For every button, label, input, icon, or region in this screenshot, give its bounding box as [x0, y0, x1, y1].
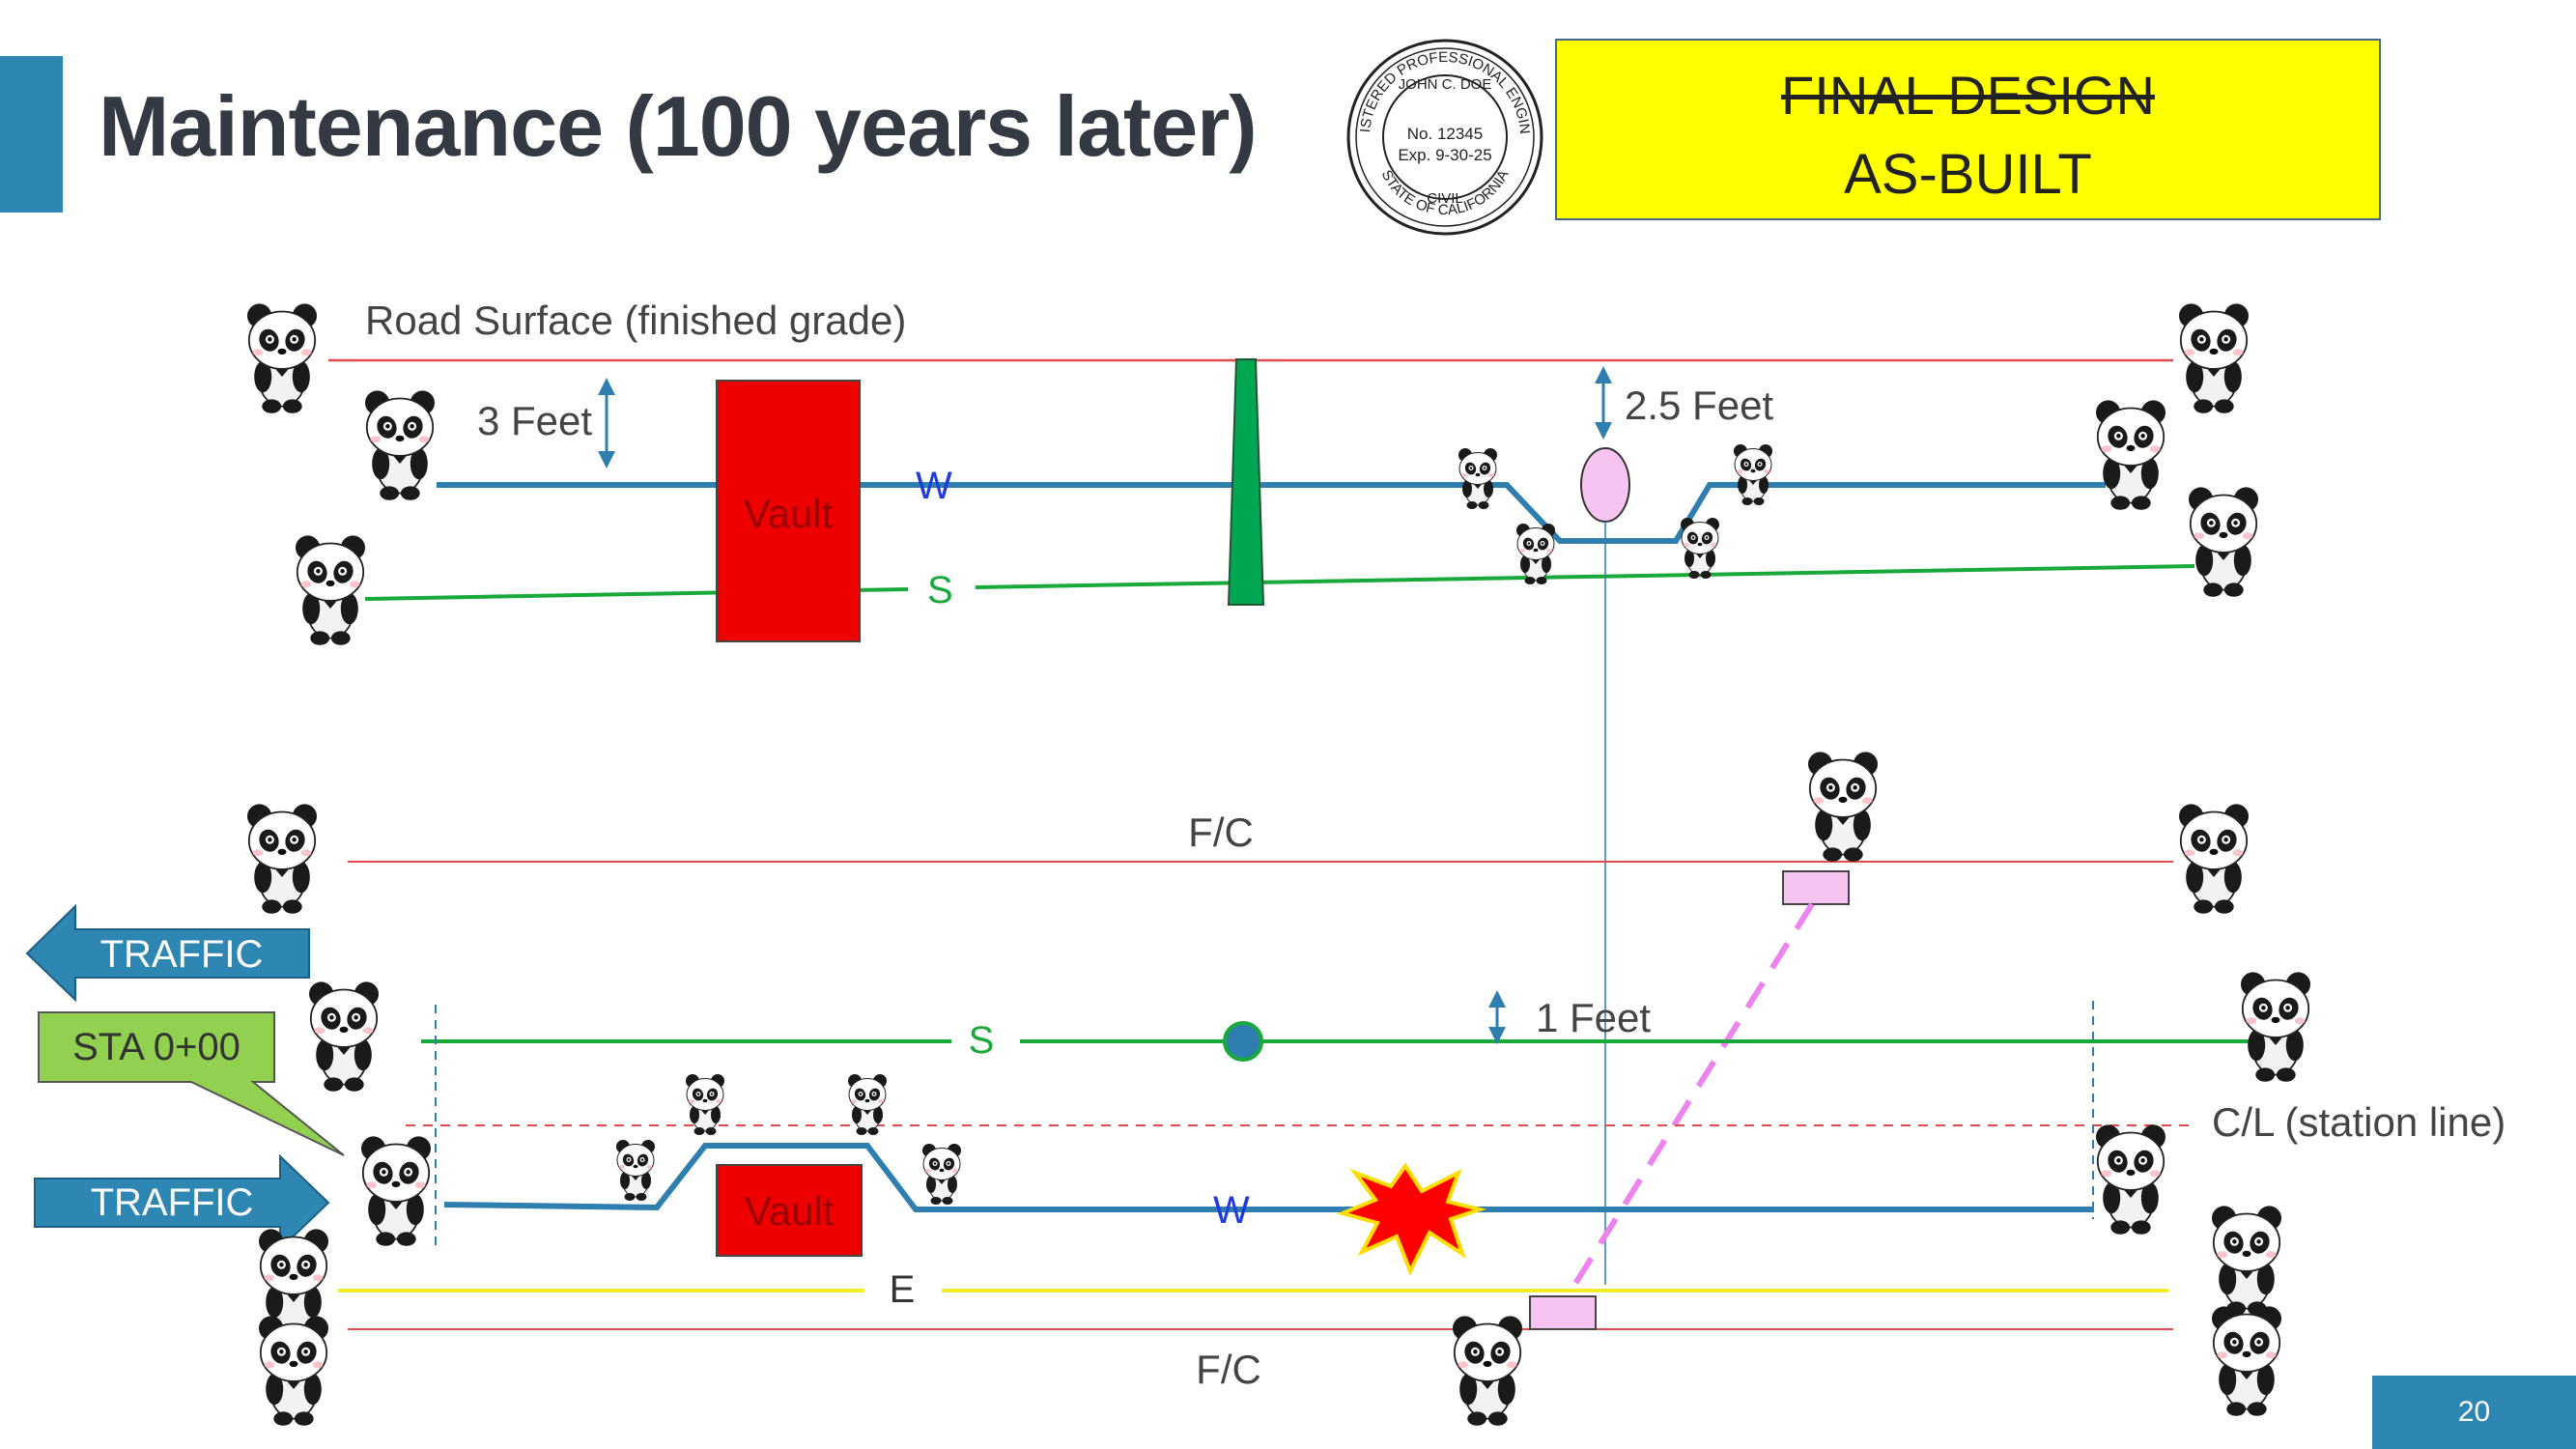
seal-expiry: Exp. 9-30-25 — [1398, 146, 1491, 164]
panda-mascot — [847, 1073, 888, 1136]
centerline-label: C/L (station line) — [2212, 1099, 2505, 1145]
bend-marker-bottom — [1529, 1295, 1597, 1330]
plan-view: F/C S 1 Feet C/L (station line) W Vault … — [25, 810, 2505, 1392]
manhole — [1223, 1021, 1263, 1062]
vault-label-plan: Vault — [745, 1188, 835, 1234]
panda-mascot — [1733, 443, 1773, 506]
electric-label: E — [890, 1268, 916, 1311]
page-number: 20 — [2372, 1376, 2576, 1449]
panda-mascot — [2188, 486, 2259, 598]
seal-number: No. 12345 — [1407, 125, 1483, 143]
bend-marker-profile — [1580, 447, 1630, 523]
traffic-left-label: TRAFFIC — [100, 933, 264, 976]
panda-mascot — [258, 1228, 329, 1340]
curb-label-top: F/C — [1188, 810, 1254, 855]
road-surface-label: Road Surface (finished grade) — [365, 298, 906, 343]
panda-mascot — [1452, 1315, 1523, 1427]
panda-mascot — [1515, 523, 1556, 585]
curb-label-bottom: F/C — [1196, 1347, 1261, 1392]
traffic-arrow-right: TRAFFIC — [34, 1153, 330, 1252]
station-label: STA 0+00 — [72, 1026, 241, 1068]
bend-marker-top — [1782, 870, 1850, 905]
green-pole — [1227, 358, 1265, 606]
water-main-profile — [437, 482, 2106, 544]
traffic-right-label: TRAFFIC — [91, 1181, 254, 1224]
panda-mascot — [246, 302, 318, 414]
panda-mascot — [1807, 751, 1879, 863]
slide-title: Maintenance (100 years later) — [99, 78, 1258, 174]
panda-mascot — [2240, 971, 2311, 1083]
conflict-burst — [1336, 1162, 1487, 1276]
vault-profile — [716, 380, 861, 642]
water-label-plan: W — [1213, 1189, 1250, 1232]
sewer-line-profile-right — [975, 564, 2195, 589]
sewer-line-profile-left — [364, 587, 909, 601]
station-callout: STA 0+00 — [38, 1011, 345, 1156]
water-main-plan — [443, 1143, 2094, 1212]
seal-state-text: STATE OF CALIFORNIA — [1378, 167, 1513, 218]
panda-mascot — [246, 803, 318, 915]
vault-plan — [716, 1164, 863, 1257]
final-design-label: FINAL DESIGN — [1781, 65, 2155, 126]
seal-name: JOHN C. DOE — [1399, 76, 1492, 93]
panda-mascot — [258, 1315, 329, 1427]
sewer-label-profile: S — [927, 569, 953, 611]
depth-label: 3 Feet — [477, 398, 592, 443]
panda-mascot — [2178, 803, 2250, 915]
traffic-arrow-left: TRAFFIC — [25, 903, 310, 1003]
separation-label: 1 Feet — [1536, 995, 1651, 1040]
diagonal-service-line — [1566, 902, 1815, 1296]
panda-mascot — [2095, 399, 2166, 511]
panda-mascot — [2211, 1305, 2282, 1417]
panda-mascot — [1680, 517, 1720, 580]
water-label-profile: W — [916, 465, 952, 507]
panda-mascot — [615, 1139, 656, 1202]
profile-view: Road Surface (finished grade) 3 Feet W S… — [328, 298, 2195, 1285]
panda-mascot — [2211, 1205, 2282, 1317]
panda-mascot — [364, 389, 436, 501]
vault-label-profile: Vault — [744, 491, 834, 536]
sewer-label-plan: S — [969, 1019, 995, 1062]
panda-mascot — [1458, 447, 1498, 510]
panda-mascot — [685, 1073, 725, 1136]
as-built-label: AS-BUILT — [1844, 143, 2092, 206]
panda-mascot — [360, 1135, 432, 1247]
panda-mascot — [2178, 302, 2250, 414]
title-accent-bar — [0, 56, 63, 213]
panda-figures — [246, 302, 2311, 1427]
seal-discipline: CIVIL — [1427, 190, 1463, 207]
panda-mascot — [2095, 1123, 2166, 1236]
panda-mascot — [921, 1143, 962, 1206]
design-status-box: FINAL DESIGN AS-BUILT — [1555, 39, 2381, 220]
panda-mascot — [295, 534, 366, 646]
panda-mascot — [308, 980, 380, 1093]
clearance-label: 2.5 Feet — [1625, 383, 1773, 428]
